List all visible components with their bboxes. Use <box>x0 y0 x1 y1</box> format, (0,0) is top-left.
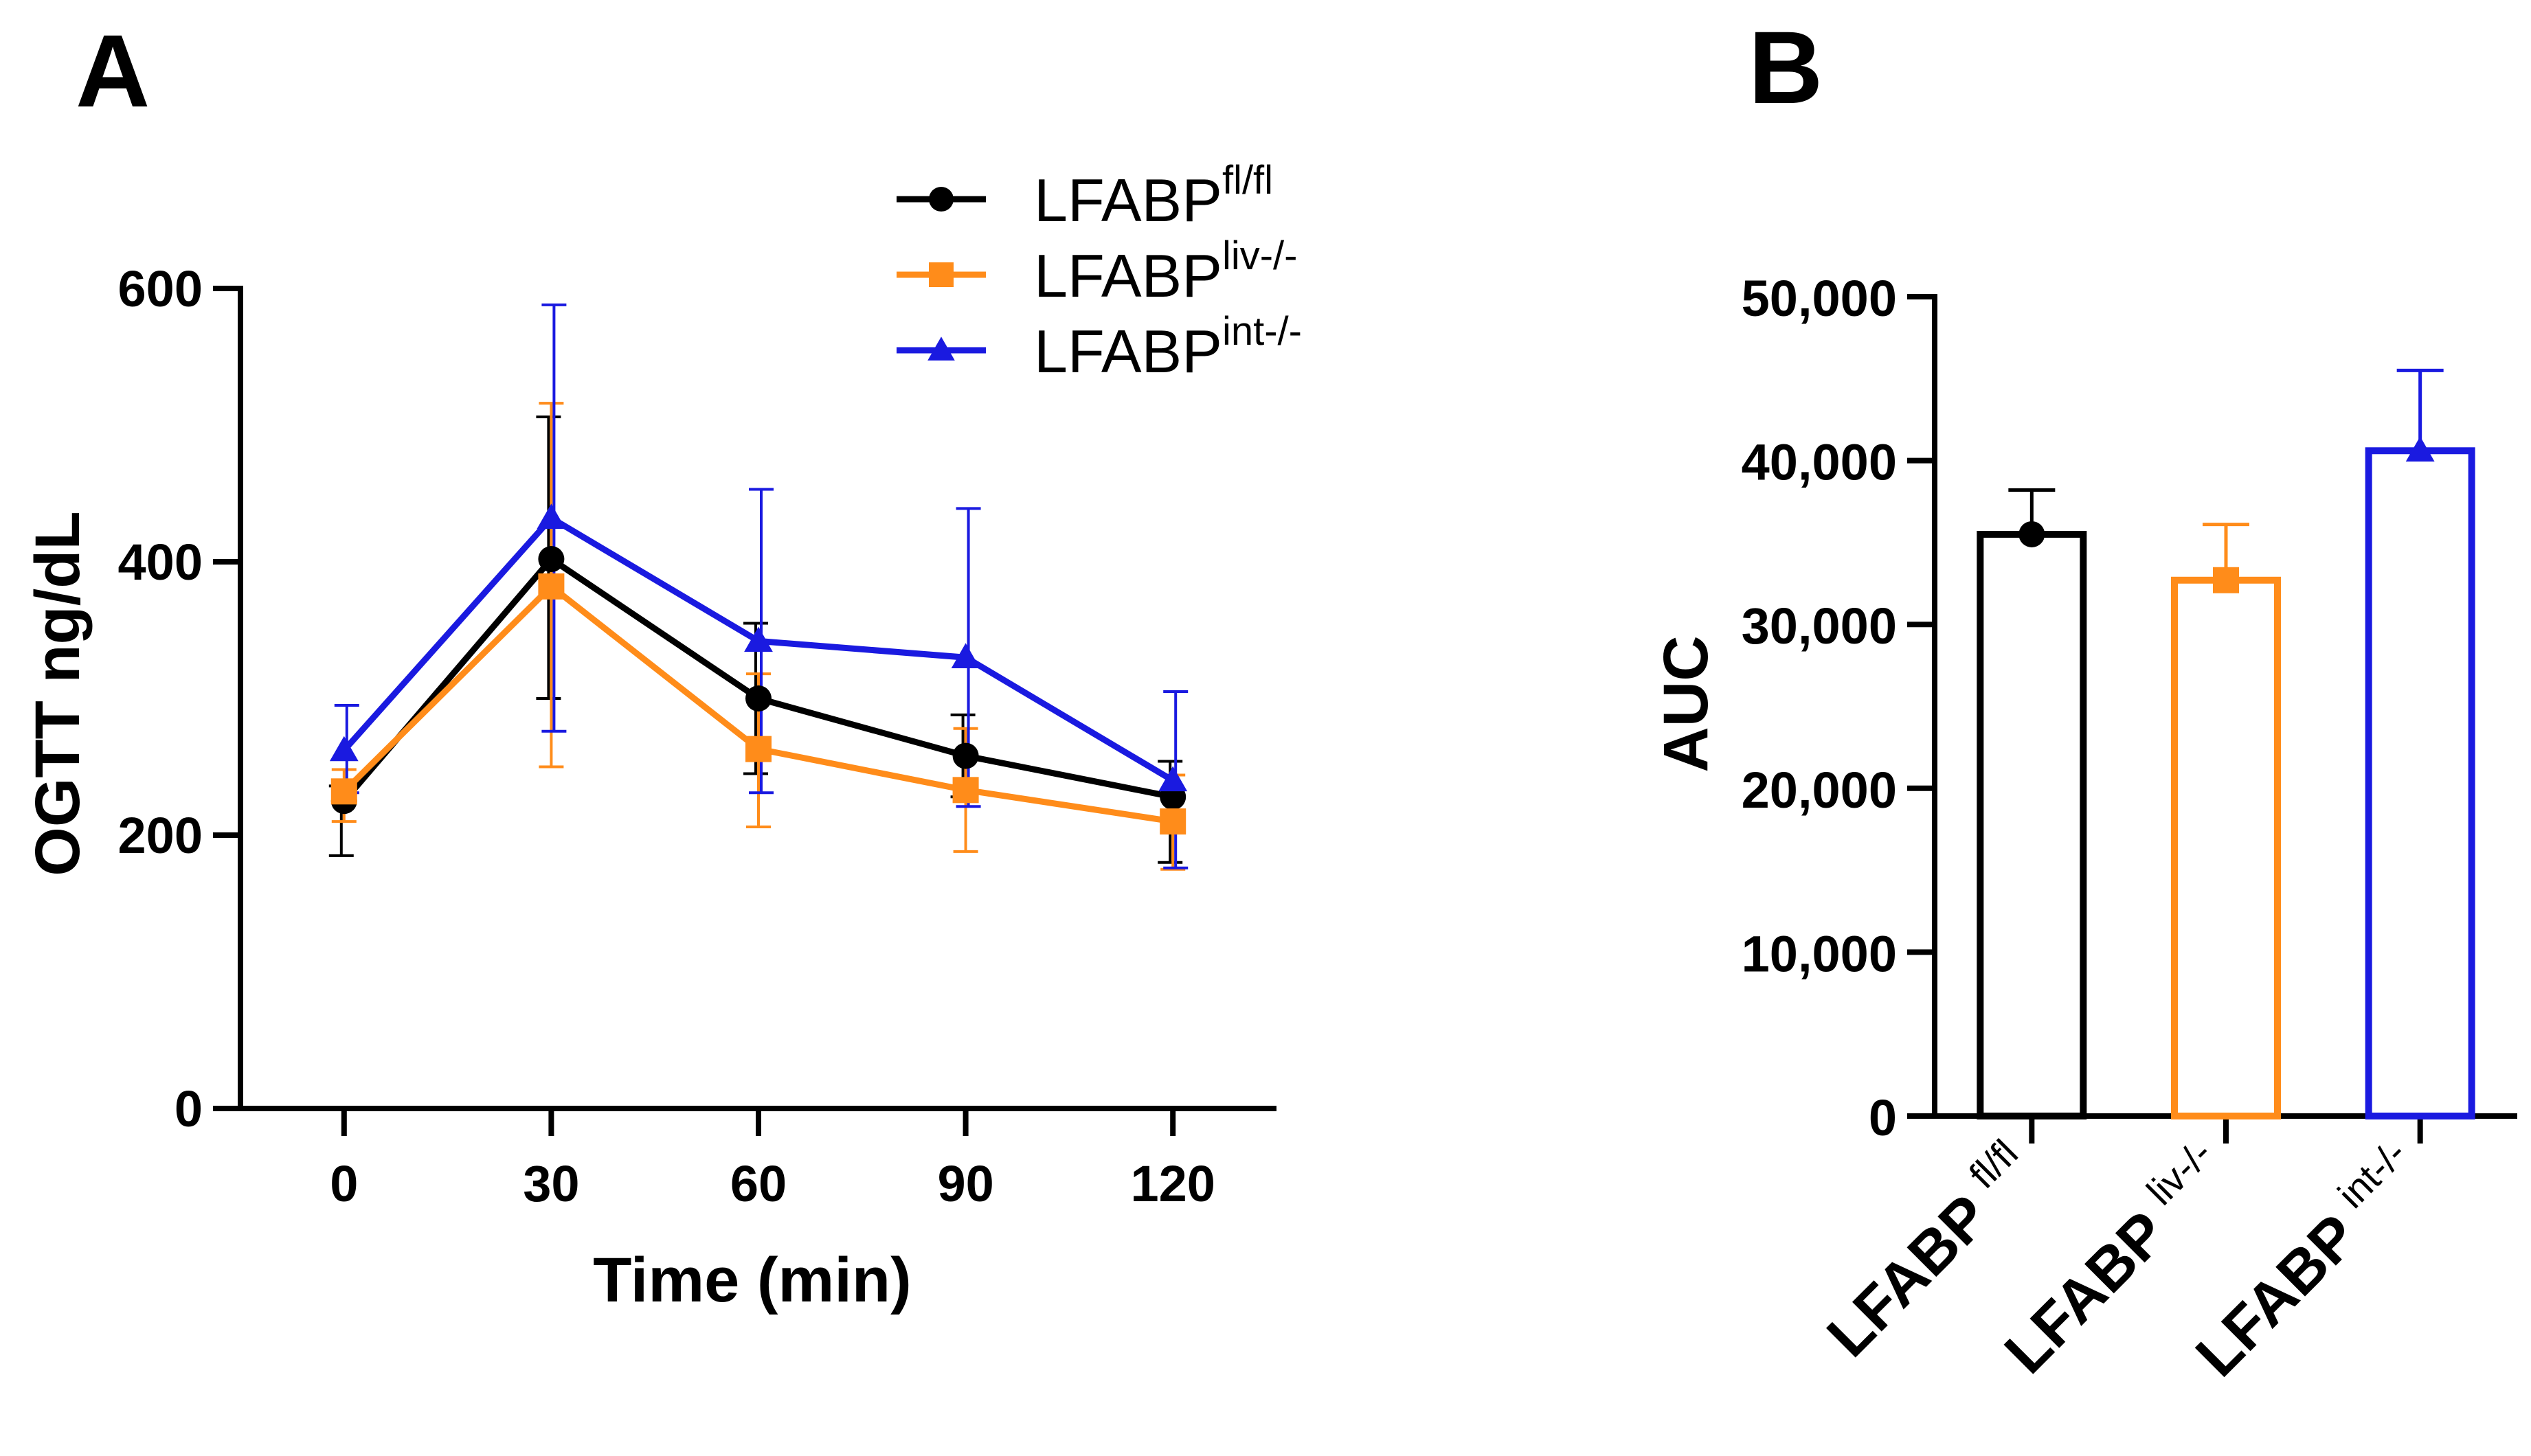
ogtt-y-tick-label: 600 <box>118 260 203 317</box>
ogtt-y-tick-label: 200 <box>118 807 203 864</box>
ogtt-legend-label: LFABPfl/fl <box>1034 158 1273 234</box>
ogtt-data-point <box>1158 766 1188 792</box>
ogtt-x-tick-label: 60 <box>730 1155 787 1212</box>
ogtt-x-axis-title: Time (min) <box>593 1245 911 1315</box>
auc-y-tick-label: 20,000 <box>1742 762 1897 819</box>
ogtt-x-tick-label: 30 <box>523 1155 579 1212</box>
auc-bars <box>1977 368 2475 1119</box>
ogtt-data-point <box>745 736 772 762</box>
ogtt-data-point <box>538 573 565 600</box>
ogtt-legend-swatch-marker <box>927 337 955 361</box>
ogtt-data-point <box>537 503 566 529</box>
auc-category-superscript: fl/fl <box>1961 1131 2026 1196</box>
ogtt-series <box>328 303 1189 871</box>
auc-y-axis-title: AUC <box>1651 635 1721 772</box>
ogtt-legend-superscript: int-/- <box>1222 309 1302 354</box>
panel-a-label: A <box>76 13 150 128</box>
ogtt-legend-superscript: fl/fl <box>1222 158 1273 203</box>
ogtt-legend-item-1: LFABPliv-/- <box>897 234 1297 310</box>
auc-category-superscript: liv-/- <box>2138 1131 2220 1213</box>
ogtt-y-tick-label: 0 <box>175 1080 203 1137</box>
ogtt-data-point <box>329 736 359 762</box>
auc-y-tick-label: 50,000 <box>1742 270 1897 327</box>
auc-bar-chart: 0 10,000 20,000 30,000 40,000 50,000 LFABP fl… <box>1651 270 2517 1389</box>
ogtt-x-tick-label: 90 <box>937 1155 993 1212</box>
auc-y-tick-label: 40,000 <box>1742 434 1897 491</box>
ogtt-data-point <box>1160 808 1186 835</box>
auc-axes: 0 10,000 20,000 30,000 40,000 50,000 <box>1742 270 2517 1146</box>
ogtt-data-point <box>538 546 565 573</box>
ogtt-legend-superscript: liv-/- <box>1222 234 1298 278</box>
auc-bar <box>1977 530 2087 1119</box>
ogtt-legend-item-2: LFABPint-/- <box>897 309 1302 385</box>
ogtt-axes: 0 200 400 600 0 30 60 90 120 <box>118 260 1276 1212</box>
auc-y-tick-label: 0 <box>1869 1089 1897 1146</box>
ogtt-series-2 <box>329 503 1188 792</box>
ogtt-data-point <box>330 778 357 805</box>
ogtt-x-tick-label: 0 <box>330 1155 358 1212</box>
ogtt-data-point <box>951 643 980 668</box>
ogtt-line-chart: 0 200 400 600 0 30 60 90 120 LFABPfl/flLFABPliv-… <box>23 158 1302 1315</box>
ogtt-x-tick-label: 120 <box>1130 1155 1215 1212</box>
auc-bar-marker <box>2018 521 2045 547</box>
ogtt-data-point <box>952 777 979 804</box>
auc-bar <box>2365 447 2475 1119</box>
ogtt-data-point <box>744 626 773 652</box>
ogtt-legend-label: LFABPint-/- <box>1034 309 1302 385</box>
auc-y-tick-label: 30,000 <box>1742 598 1897 655</box>
ogtt-series-1 <box>330 573 1186 835</box>
ogtt-legend-item-0: LFABPfl/fl <box>897 158 1273 234</box>
ogtt-data-point <box>952 742 979 769</box>
ogtt-legend-swatch-marker <box>929 187 954 212</box>
auc-bar-marker <box>2405 436 2435 462</box>
ogtt-legend-label: LFABPliv-/- <box>1034 234 1297 310</box>
auc-bar-group-0 <box>1977 488 2087 1119</box>
ogtt-errorbars-2 <box>334 303 1189 869</box>
ogtt-legend-swatch-marker <box>929 262 954 287</box>
ogtt-y-axis-title: OGTT ng/dL <box>23 511 93 876</box>
auc-category-superscript: int-/- <box>2330 1131 2415 1216</box>
ogtt-data-point <box>745 685 772 712</box>
auc-category-label: LFABP int-/- <box>2178 1131 2436 1389</box>
ogtt-y-tick-label: 400 <box>118 534 203 591</box>
auc-bar-group-2 <box>2365 368 2475 1119</box>
auc-bar-group-1 <box>2171 523 2281 1119</box>
panel-b-label: B <box>1748 10 1823 125</box>
auc-bar <box>2171 576 2281 1119</box>
auc-y-tick-label: 10,000 <box>1742 925 1897 982</box>
auc-bar-marker <box>2213 567 2239 593</box>
